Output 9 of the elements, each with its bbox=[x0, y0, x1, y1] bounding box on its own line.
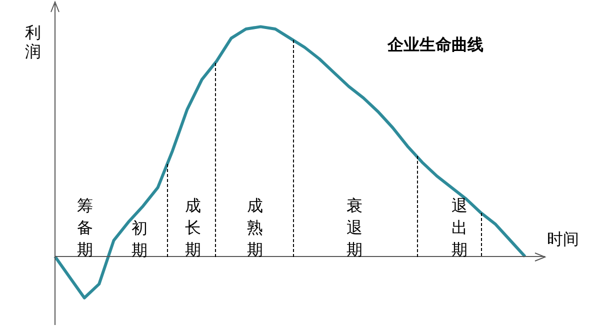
annotation: 衰退期 bbox=[346, 196, 363, 260]
annotation: 成长期 bbox=[185, 196, 202, 260]
annotation: 筹备期 bbox=[76, 196, 93, 260]
annotation: 初期 bbox=[132, 218, 148, 260]
text: 企业生命曲线 bbox=[386, 35, 484, 54]
annotation: 成熟期 bbox=[246, 196, 263, 260]
annotation: 退出期 bbox=[452, 196, 468, 260]
y-axis-title: 利润 bbox=[25, 23, 41, 62]
x-axis-title: 时间 bbox=[547, 230, 579, 249]
